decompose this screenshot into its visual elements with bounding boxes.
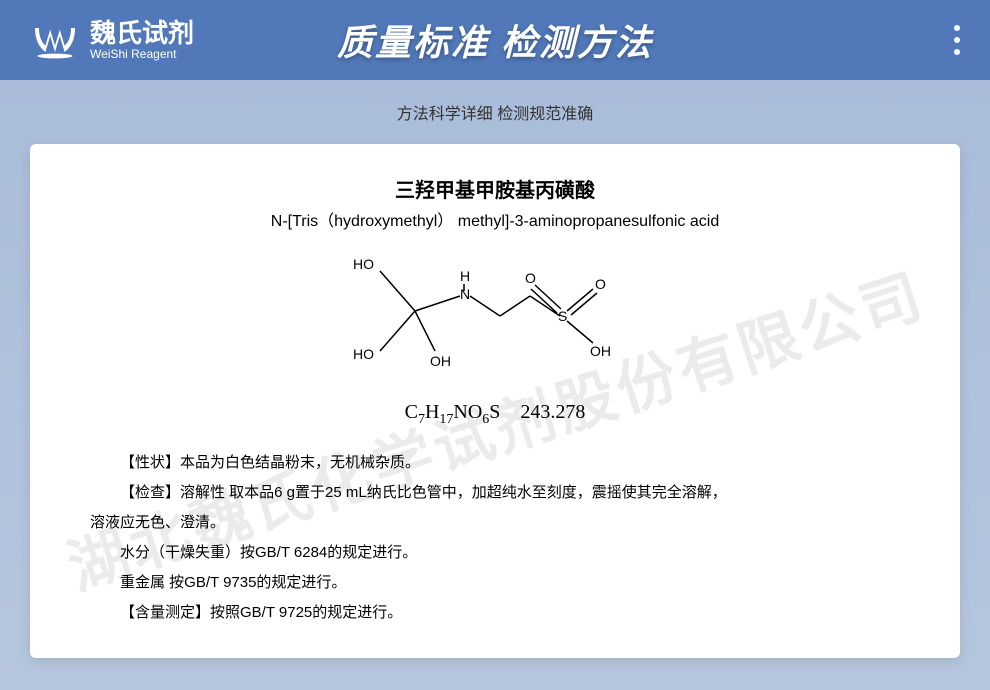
logo-text-cn: 魏氏试剂: [90, 20, 194, 46]
info-line: 【检查】溶解性 取本品6 g置于25 mL纳氏比色管中，加超纯水至刻度，震摇使其…: [90, 478, 900, 508]
structure-label-o1: O: [595, 276, 606, 292]
structure-label-s: S: [558, 308, 567, 324]
info-line: 【性状】本品为白色结晶粉末，无机械杂质。: [90, 448, 900, 478]
structure-label-o2: O: [525, 270, 536, 286]
menu-icon[interactable]: [954, 25, 960, 55]
logo-text-en: WeiShi Reagent: [90, 48, 194, 60]
structure-label-ho1: HO: [353, 256, 374, 272]
chemical-structure: HO HO OH H N S O O OH: [90, 251, 900, 391]
molecular-formula: C7H17NO6S 243.278: [90, 401, 900, 428]
structure-label-soh: OH: [590, 343, 611, 359]
content-card: 湖北魏氏化学试剂股份有限公司 三羟甲基甲胺基丙磺酸 N-[Tris（hydrox…: [30, 144, 960, 658]
specification-body: 【性状】本品为白色结晶粉末，无机械杂质。 【检查】溶解性 取本品6 g置于25 …: [90, 448, 900, 628]
header-title: 质量标准 检测方法: [337, 14, 653, 66]
subtitle: 方法科学详细 检测规范准确: [0, 100, 990, 124]
logo-text: 魏氏试剂 WeiShi Reagent: [90, 20, 194, 60]
compound-name-en: N-[Tris（hydroxymethyl） methyl]-3-aminopr…: [90, 207, 900, 231]
structure-label-n: N: [460, 286, 470, 302]
info-line: 重金属 按GB/T 9735的规定进行。: [90, 568, 900, 598]
structure-label-h: H: [460, 268, 470, 284]
info-line: 【含量测定】按照GB/T 9725的规定进行。: [90, 598, 900, 628]
structure-label-ho2: HO: [353, 346, 374, 362]
header-bar: 魏氏试剂 WeiShi Reagent 质量标准 检测方法: [0, 0, 990, 80]
structure-label-oh: OH: [430, 353, 451, 369]
compound-name-cn: 三羟甲基甲胺基丙磺酸: [90, 174, 900, 203]
logo: 魏氏试剂 WeiShi Reagent: [30, 20, 194, 60]
info-line: 水分（干燥失重）按GB/T 6284的规定进行。: [90, 538, 900, 568]
logo-icon: [30, 20, 80, 60]
info-line: 溶液应无色、澄清。: [90, 508, 900, 538]
